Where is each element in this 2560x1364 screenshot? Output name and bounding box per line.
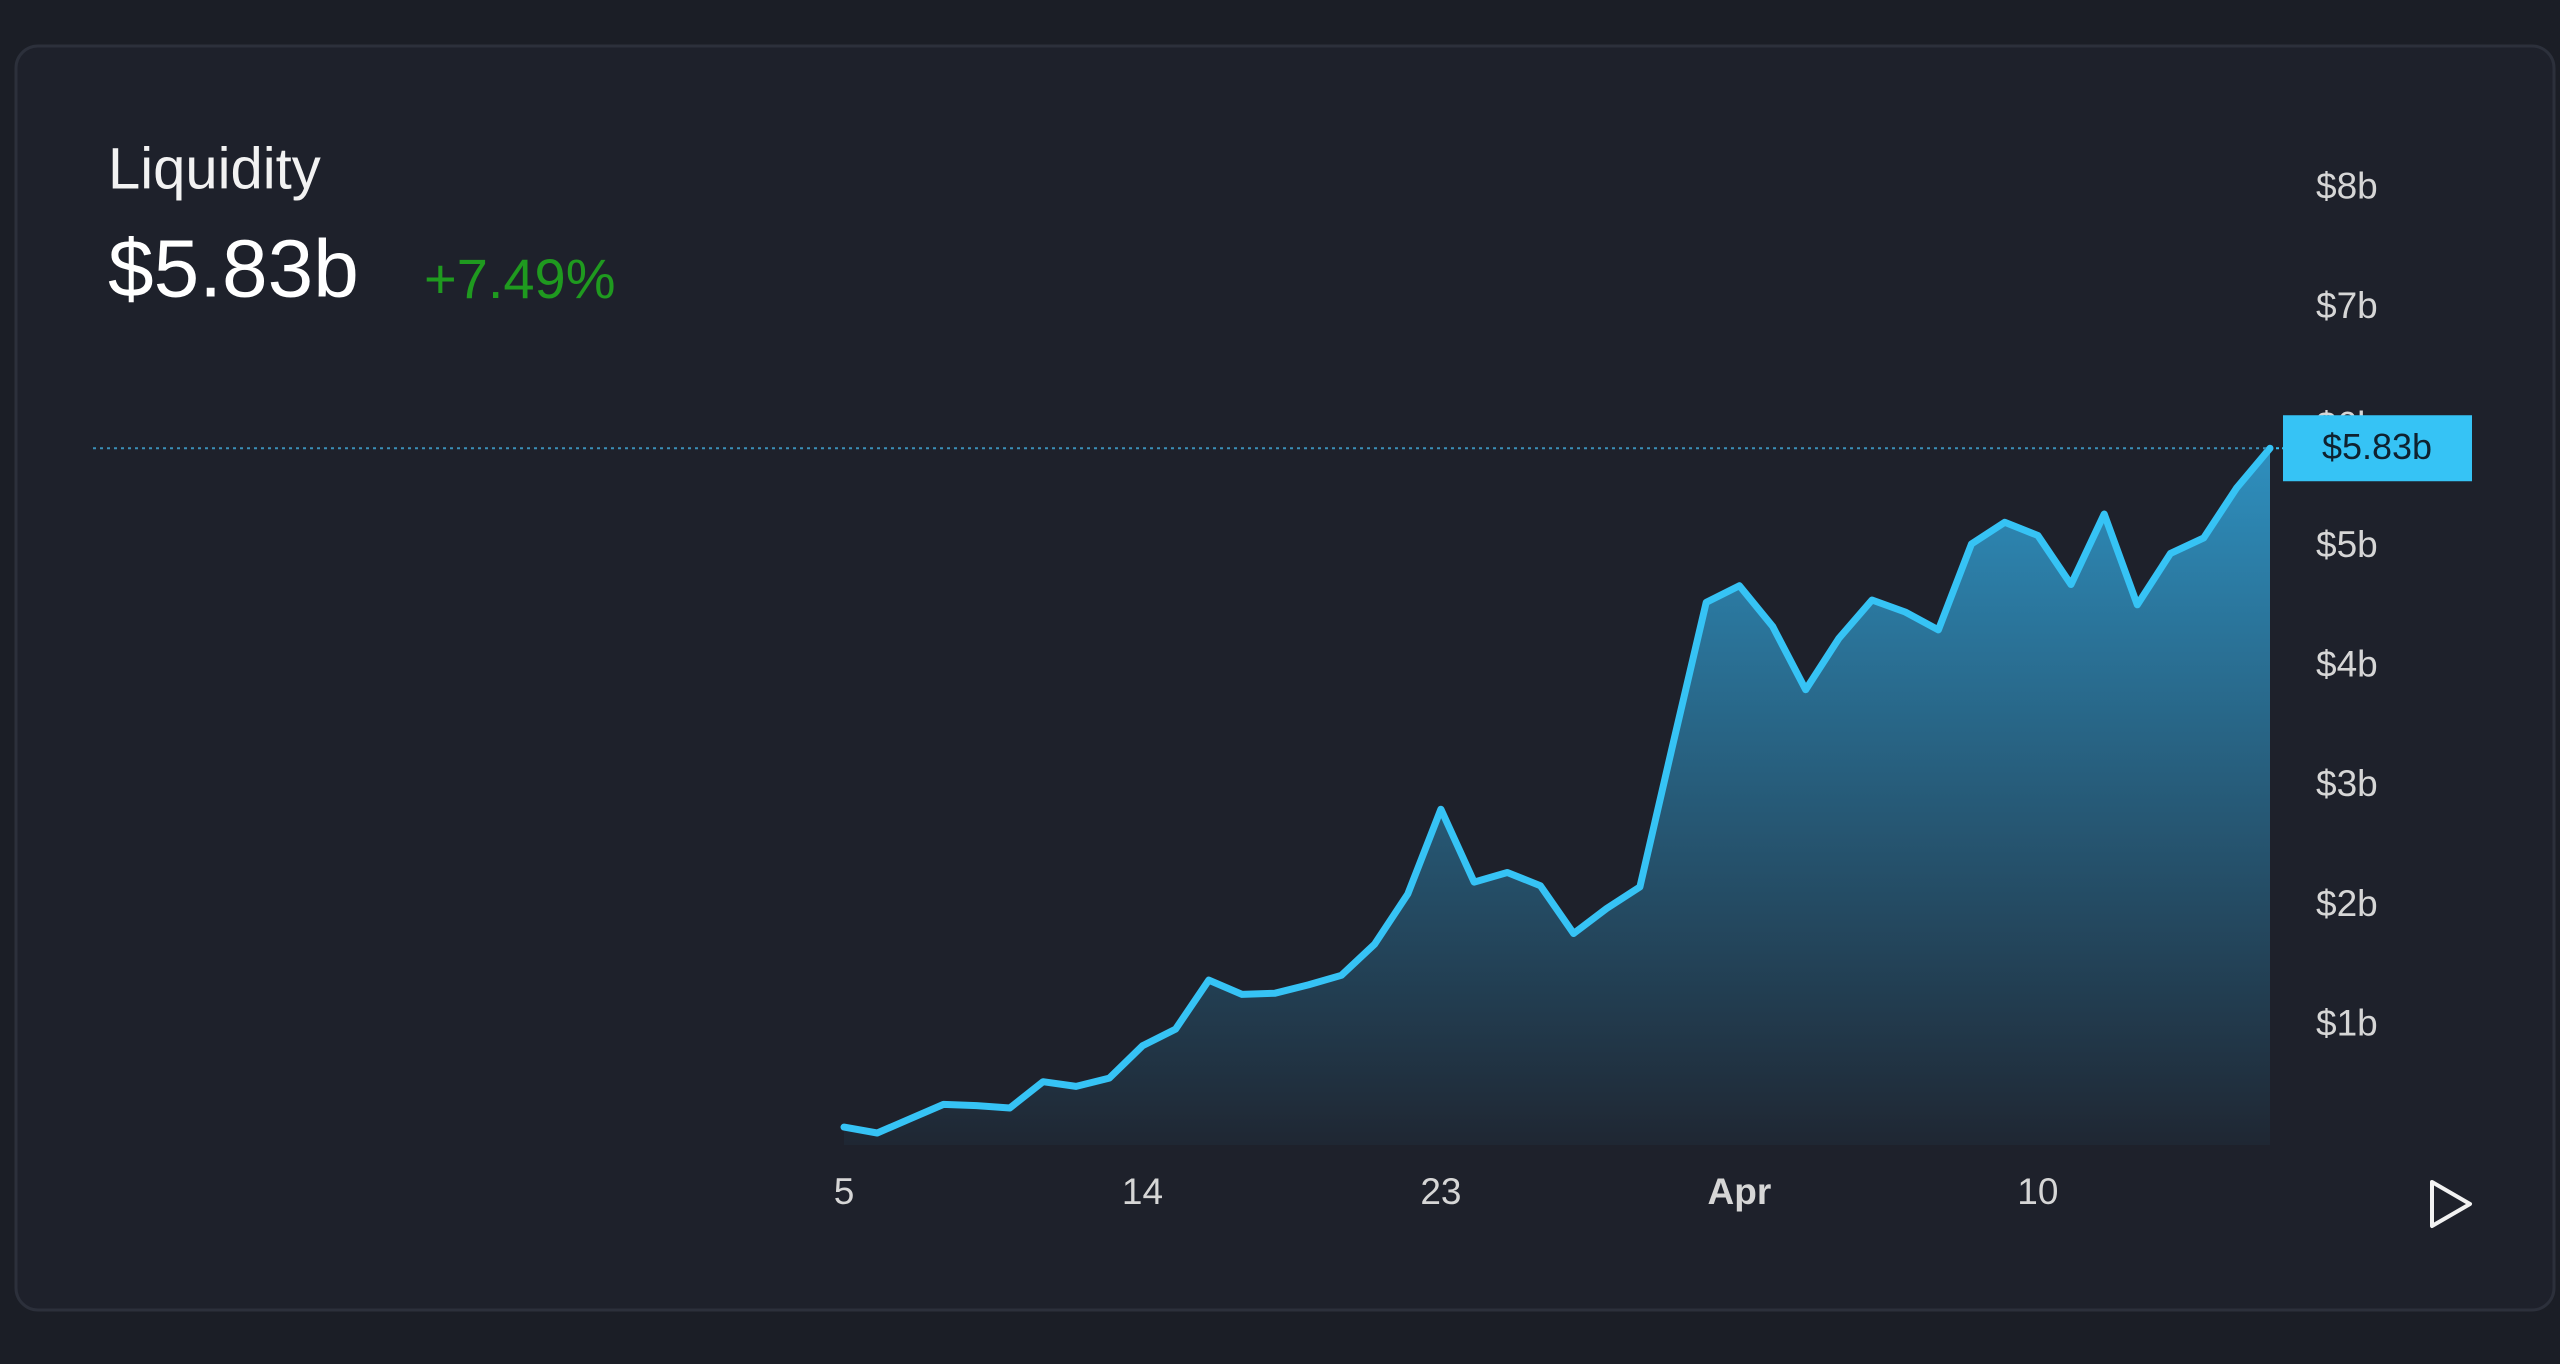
chart-title: Liquidity — [108, 136, 321, 201]
current-value-tag-label: $5.83b — [2322, 426, 2432, 467]
y-tick-label: $2b — [2316, 883, 2378, 924]
x-tick-label: Apr — [1708, 1171, 1772, 1212]
current-value: $5.83b — [108, 224, 359, 315]
y-tick-label: $8b — [2316, 166, 2378, 207]
x-tick-label: 23 — [1420, 1171, 1461, 1212]
change: +7.49% — [424, 247, 616, 310]
play-button[interactable] — [2430, 1180, 2472, 1228]
y-tick-label: $3b — [2316, 763, 2378, 804]
current-value-tag — [2283, 415, 2472, 482]
x-tick-label: 10 — [2017, 1171, 2058, 1212]
area — [844, 448, 2270, 1145]
x-tick-label: 14 — [1122, 1171, 1163, 1212]
y-tick-label: $7b — [2316, 285, 2378, 326]
x-tick-label: 5 — [834, 1171, 855, 1212]
y-tick-label: $5b — [2316, 524, 2378, 565]
y-tick-label: $4b — [2316, 644, 2378, 685]
line — [840, 444, 2274, 1137]
y-tick-label: $1b — [2316, 1002, 2378, 1043]
